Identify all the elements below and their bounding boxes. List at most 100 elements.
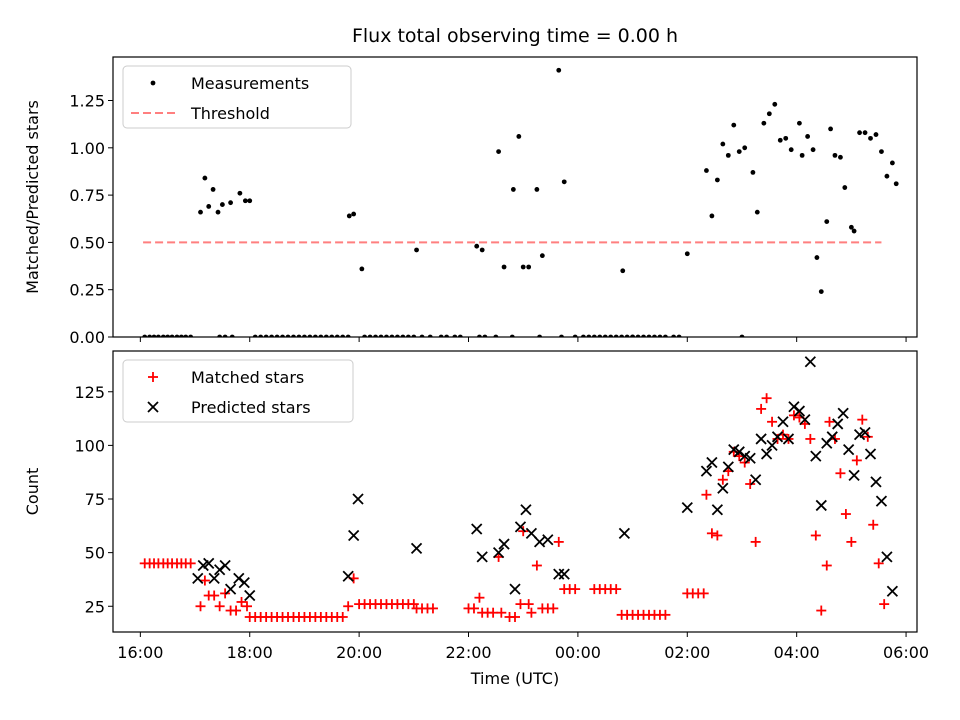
data-point-predicted — [842, 444, 855, 456]
data-point-predicted — [886, 585, 899, 597]
data-point-predicted — [755, 433, 767, 445]
y-tick-label: 25 — [85, 597, 105, 616]
data-point-predicted — [238, 577, 250, 589]
data-point-measurement — [750, 170, 756, 175]
data-point-matched — [611, 584, 622, 595]
data-point-predicted — [777, 416, 789, 428]
data-point-matched — [761, 393, 772, 404]
y-tick-label: 75 — [85, 490, 105, 509]
data-point-measurement — [736, 149, 742, 154]
data-point-matched — [767, 416, 778, 427]
data-point-predicted — [782, 433, 795, 445]
data-point-measurement — [742, 145, 748, 151]
legend-box — [122, 65, 352, 129]
data-point-measurement — [714, 177, 720, 183]
data-point-predicted — [799, 414, 811, 426]
data-point-matched — [518, 526, 529, 537]
data-point-matched — [468, 603, 479, 614]
legend: Matched stars Predicted stars — [122, 359, 354, 423]
data-point-measurement — [237, 190, 243, 196]
x-tick-label: 00:00 — [555, 643, 601, 662]
data-point-predicted — [875, 495, 888, 507]
data-point-predicted — [342, 570, 354, 582]
data-point-predicted — [722, 461, 734, 473]
data-point-measurement — [873, 132, 879, 137]
data-point-matched — [523, 599, 534, 610]
data-point-measurement — [893, 181, 899, 187]
data-point-predicted — [700, 465, 713, 477]
data-point-predicted — [498, 538, 510, 550]
data-point-matched — [717, 474, 728, 485]
data-point-matched — [185, 558, 196, 569]
data-point-matched — [810, 530, 821, 541]
legend-marker-plus — [148, 372, 158, 382]
x-tick-label: 20:00 — [336, 643, 382, 662]
data-point-predicted — [533, 536, 546, 548]
data-point-measurement — [857, 130, 862, 136]
data-point-measurement — [720, 141, 726, 147]
data-point-matched — [756, 403, 767, 414]
data-point-measurement — [219, 202, 225, 207]
legend-label: Measurements — [191, 74, 309, 93]
data-point-measurement — [359, 266, 365, 272]
data-point-measurement — [731, 122, 737, 128]
data-point-matched — [337, 611, 348, 622]
data-point-measurement — [215, 209, 221, 215]
x-tick-label: 06:00 — [883, 643, 929, 662]
data-point-predicted — [760, 448, 773, 460]
bottom-panel: 25 50 75 100 125 16:00 18:00 20:00 22:00 00:00 02:… — [23, 350, 929, 688]
top-panel: Flux total observing time = 0.00 h 0.00 0.… — [23, 25, 918, 347]
y-tick-label: 100 — [74, 436, 105, 455]
data-point-measurement — [814, 255, 820, 260]
y-tick-label: 0.25 — [69, 281, 105, 300]
data-point-measurement — [842, 185, 848, 190]
data-point-matched — [531, 560, 542, 571]
x-tick-label: 18:00 — [227, 643, 273, 662]
data-point-matched — [862, 431, 873, 442]
data-point-predicted — [810, 450, 822, 462]
data-point-measurement — [761, 120, 767, 126]
data-point-predicted — [750, 474, 762, 486]
data-point-matched — [548, 603, 559, 614]
data-point-predicted — [219, 559, 231, 572]
data-point-matched — [496, 607, 507, 618]
data-point-measurement — [783, 135, 789, 141]
data-point-measurement — [754, 209, 760, 215]
data-point-predicted — [203, 557, 215, 569]
data-point-matched — [805, 433, 816, 444]
data-point-predicted — [859, 426, 871, 439]
data-point-measurement — [228, 200, 233, 206]
data-point-predicted — [771, 431, 784, 443]
data-point-predicted — [244, 589, 256, 602]
data-point-measurement — [620, 268, 626, 274]
data-point-matched — [879, 599, 890, 610]
legend-marker-dot — [150, 80, 156, 86]
data-point-measurement — [479, 247, 485, 253]
data-point-measurement — [879, 149, 884, 154]
data-point-matched — [750, 536, 761, 547]
data-point-predicted — [837, 407, 849, 419]
data-point-measurement — [848, 224, 854, 230]
data-point-measurement — [828, 126, 833, 132]
y-axis-label: Matched/Predicted stars — [23, 100, 42, 294]
data-point-measurement — [884, 173, 890, 179]
data-point-matched — [873, 558, 884, 569]
data-point-predicted — [348, 529, 360, 542]
data-point-matched — [553, 536, 564, 547]
data-point-measurement — [561, 179, 567, 185]
data-point-matched — [868, 519, 879, 530]
data-point-matched — [851, 455, 862, 466]
data-point-predicted — [864, 448, 877, 460]
y-tick-label: 1.25 — [69, 92, 105, 111]
data-point-predicted — [476, 551, 488, 563]
data-point-measurement — [501, 264, 507, 270]
data-point-measurement — [766, 111, 772, 117]
data-point-predicted — [224, 583, 237, 595]
x-tick-label: 16:00 — [117, 643, 163, 662]
data-point-matched — [510, 611, 520, 622]
x-axis-label: Time (UTC) — [470, 669, 559, 688]
data-point-predicted — [542, 534, 554, 546]
data-point-predicted — [471, 523, 483, 535]
data-point-matched — [570, 584, 581, 595]
